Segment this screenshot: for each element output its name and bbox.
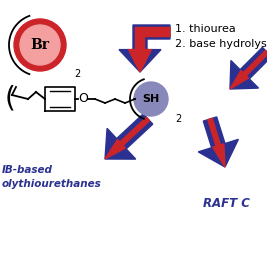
Polygon shape bbox=[105, 117, 150, 159]
Text: RAFT C: RAFT C bbox=[203, 197, 250, 210]
Polygon shape bbox=[198, 117, 238, 167]
Polygon shape bbox=[119, 25, 170, 72]
Text: 2. base hydrolys: 2. base hydrolys bbox=[175, 39, 267, 49]
Text: 2: 2 bbox=[175, 114, 181, 124]
Circle shape bbox=[134, 82, 168, 116]
Text: (: ( bbox=[5, 85, 16, 113]
Text: Br: Br bbox=[30, 38, 49, 52]
Polygon shape bbox=[129, 28, 170, 72]
Polygon shape bbox=[230, 48, 267, 89]
Polygon shape bbox=[230, 50, 267, 89]
Text: 1. thiourea: 1. thiourea bbox=[175, 24, 236, 34]
Text: IB-based: IB-based bbox=[2, 165, 53, 175]
Polygon shape bbox=[208, 118, 225, 167]
Text: SH: SH bbox=[142, 94, 160, 104]
Text: O: O bbox=[78, 92, 88, 105]
Circle shape bbox=[20, 25, 60, 65]
Polygon shape bbox=[105, 114, 153, 159]
Circle shape bbox=[14, 19, 66, 71]
Text: 2: 2 bbox=[74, 69, 80, 79]
Text: olythiourethanes: olythiourethanes bbox=[2, 179, 102, 189]
